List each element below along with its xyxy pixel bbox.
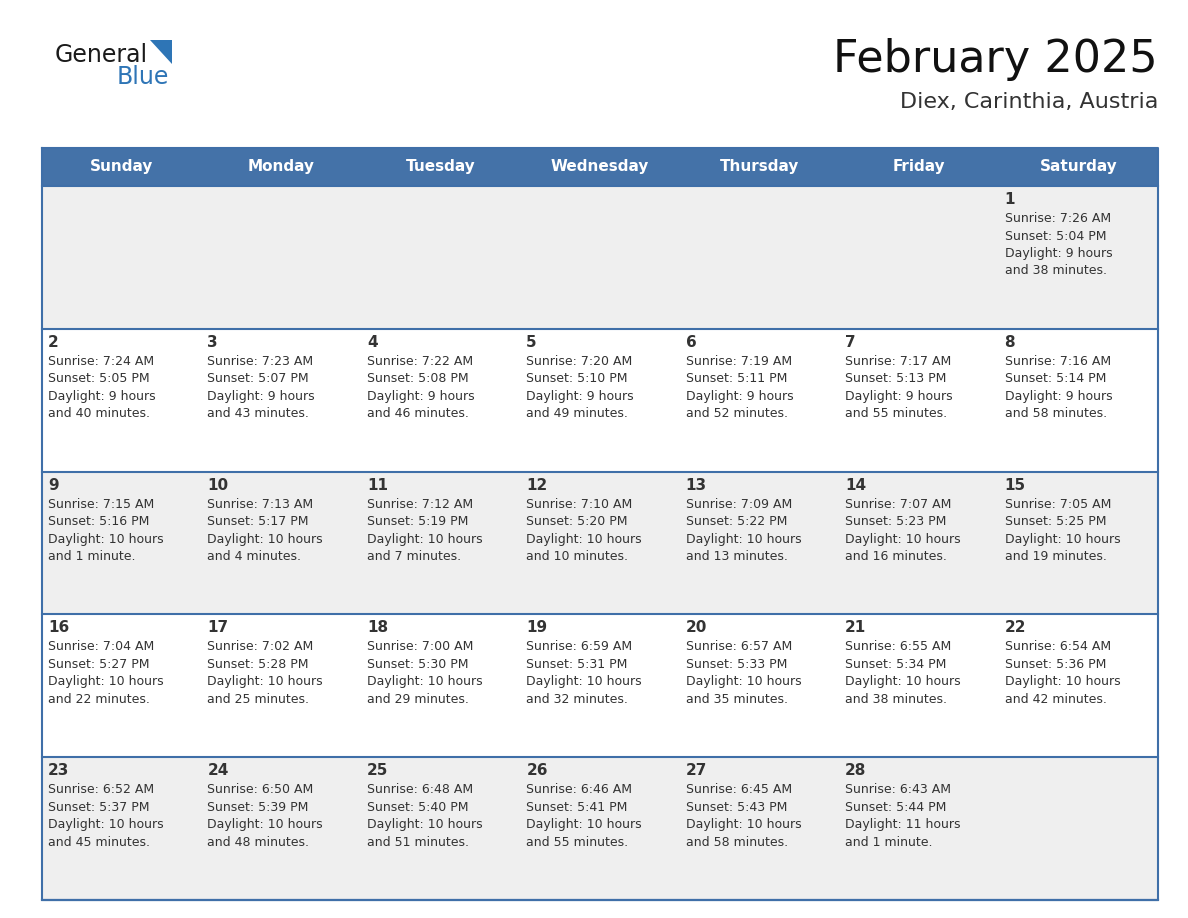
Text: 16: 16 [48,621,69,635]
Text: Wednesday: Wednesday [551,160,649,174]
Text: Sunrise: 7:20 AM
Sunset: 5:10 PM
Daylight: 9 hours
and 49 minutes.: Sunrise: 7:20 AM Sunset: 5:10 PM Dayligh… [526,354,634,420]
Text: Sunrise: 7:07 AM
Sunset: 5:23 PM
Daylight: 10 hours
and 16 minutes.: Sunrise: 7:07 AM Sunset: 5:23 PM Dayligh… [845,498,961,563]
Text: 28: 28 [845,763,866,778]
Bar [42,186,1158,329]
Text: Sunrise: 7:22 AM
Sunset: 5:08 PM
Daylight: 9 hours
and 46 minutes.: Sunrise: 7:22 AM Sunset: 5:08 PM Dayligh… [367,354,474,420]
Text: 23: 23 [48,763,69,778]
Text: Sunrise: 7:05 AM
Sunset: 5:25 PM
Daylight: 10 hours
and 19 minutes.: Sunrise: 7:05 AM Sunset: 5:25 PM Dayligh… [1005,498,1120,563]
Text: Sunrise: 6:50 AM
Sunset: 5:39 PM
Daylight: 10 hours
and 48 minutes.: Sunrise: 6:50 AM Sunset: 5:39 PM Dayligh… [208,783,323,849]
Bar [999,148,1158,186]
Text: Sunrise: 6:55 AM
Sunset: 5:34 PM
Daylight: 10 hours
and 38 minutes.: Sunrise: 6:55 AM Sunset: 5:34 PM Dayligh… [845,641,961,706]
Text: Monday: Monday [247,160,315,174]
Text: Sunrise: 6:46 AM
Sunset: 5:41 PM
Daylight: 10 hours
and 55 minutes.: Sunrise: 6:46 AM Sunset: 5:41 PM Dayligh… [526,783,642,849]
Text: 21: 21 [845,621,866,635]
Text: 25: 25 [367,763,388,778]
Polygon shape [150,40,172,64]
Bar [839,148,999,186]
Text: Tuesday: Tuesday [405,160,475,174]
Text: 2: 2 [48,335,58,350]
Text: 24: 24 [208,763,229,778]
Text: Sunrise: 6:48 AM
Sunset: 5:40 PM
Daylight: 10 hours
and 51 minutes.: Sunrise: 6:48 AM Sunset: 5:40 PM Dayligh… [367,783,482,849]
Text: Sunrise: 7:09 AM
Sunset: 5:22 PM
Daylight: 10 hours
and 13 minutes.: Sunrise: 7:09 AM Sunset: 5:22 PM Dayligh… [685,498,802,563]
Text: 7: 7 [845,335,855,350]
Text: Sunrise: 7:16 AM
Sunset: 5:14 PM
Daylight: 9 hours
and 58 minutes.: Sunrise: 7:16 AM Sunset: 5:14 PM Dayligh… [1005,354,1112,420]
Text: Sunrise: 6:57 AM
Sunset: 5:33 PM
Daylight: 10 hours
and 35 minutes.: Sunrise: 6:57 AM Sunset: 5:33 PM Dayligh… [685,641,802,706]
Text: Sunrise: 6:54 AM
Sunset: 5:36 PM
Daylight: 10 hours
and 42 minutes.: Sunrise: 6:54 AM Sunset: 5:36 PM Dayligh… [1005,641,1120,706]
Text: Sunrise: 7:15 AM
Sunset: 5:16 PM
Daylight: 10 hours
and 1 minute.: Sunrise: 7:15 AM Sunset: 5:16 PM Dayligh… [48,498,164,563]
Text: 15: 15 [1005,477,1025,493]
Text: 3: 3 [208,335,219,350]
Bar [680,148,839,186]
Text: 27: 27 [685,763,707,778]
Text: Sunday: Sunday [90,160,153,174]
Text: Thursday: Thursday [720,160,800,174]
Text: Sunrise: 7:24 AM
Sunset: 5:05 PM
Daylight: 9 hours
and 40 minutes.: Sunrise: 7:24 AM Sunset: 5:05 PM Dayligh… [48,354,156,420]
Text: Sunrise: 6:59 AM
Sunset: 5:31 PM
Daylight: 10 hours
and 32 minutes.: Sunrise: 6:59 AM Sunset: 5:31 PM Dayligh… [526,641,642,706]
Text: Sunrise: 7:04 AM
Sunset: 5:27 PM
Daylight: 10 hours
and 22 minutes.: Sunrise: 7:04 AM Sunset: 5:27 PM Dayligh… [48,641,164,706]
Bar [42,148,202,186]
Text: 11: 11 [367,477,387,493]
Text: 26: 26 [526,763,548,778]
Text: 1: 1 [1005,192,1015,207]
Text: 5: 5 [526,335,537,350]
Bar [361,148,520,186]
Bar [42,757,1158,900]
Text: Sunrise: 7:00 AM
Sunset: 5:30 PM
Daylight: 10 hours
and 29 minutes.: Sunrise: 7:00 AM Sunset: 5:30 PM Dayligh… [367,641,482,706]
Bar [42,614,1158,757]
Text: Sunrise: 7:26 AM
Sunset: 5:04 PM
Daylight: 9 hours
and 38 minutes.: Sunrise: 7:26 AM Sunset: 5:04 PM Dayligh… [1005,212,1112,277]
Bar [520,148,680,186]
Text: General: General [55,43,148,67]
Text: Sunrise: 7:23 AM
Sunset: 5:07 PM
Daylight: 9 hours
and 43 minutes.: Sunrise: 7:23 AM Sunset: 5:07 PM Dayligh… [208,354,315,420]
Text: Sunrise: 7:13 AM
Sunset: 5:17 PM
Daylight: 10 hours
and 4 minutes.: Sunrise: 7:13 AM Sunset: 5:17 PM Dayligh… [208,498,323,563]
Text: 9: 9 [48,477,58,493]
Text: 8: 8 [1005,335,1016,350]
Text: 12: 12 [526,477,548,493]
Bar [42,472,1158,614]
Text: Sunrise: 7:19 AM
Sunset: 5:11 PM
Daylight: 9 hours
and 52 minutes.: Sunrise: 7:19 AM Sunset: 5:11 PM Dayligh… [685,354,794,420]
Text: 10: 10 [208,477,228,493]
Bar [202,148,361,186]
Text: Saturday: Saturday [1040,160,1117,174]
Text: 22: 22 [1005,621,1026,635]
Text: 14: 14 [845,477,866,493]
Text: Sunrise: 7:17 AM
Sunset: 5:13 PM
Daylight: 9 hours
and 55 minutes.: Sunrise: 7:17 AM Sunset: 5:13 PM Dayligh… [845,354,953,420]
Text: 17: 17 [208,621,228,635]
Text: 6: 6 [685,335,696,350]
Text: February 2025: February 2025 [833,38,1158,81]
Text: Sunrise: 6:52 AM
Sunset: 5:37 PM
Daylight: 10 hours
and 45 minutes.: Sunrise: 6:52 AM Sunset: 5:37 PM Dayligh… [48,783,164,849]
Bar [42,329,1158,472]
Text: Sunrise: 6:45 AM
Sunset: 5:43 PM
Daylight: 10 hours
and 58 minutes.: Sunrise: 6:45 AM Sunset: 5:43 PM Dayligh… [685,783,802,849]
Text: Friday: Friday [892,160,946,174]
Text: Sunrise: 7:02 AM
Sunset: 5:28 PM
Daylight: 10 hours
and 25 minutes.: Sunrise: 7:02 AM Sunset: 5:28 PM Dayligh… [208,641,323,706]
Text: 19: 19 [526,621,548,635]
Text: 18: 18 [367,621,388,635]
Text: 20: 20 [685,621,707,635]
Text: Sunrise: 6:43 AM
Sunset: 5:44 PM
Daylight: 11 hours
and 1 minute.: Sunrise: 6:43 AM Sunset: 5:44 PM Dayligh… [845,783,961,849]
Text: 13: 13 [685,477,707,493]
Text: Sunrise: 7:12 AM
Sunset: 5:19 PM
Daylight: 10 hours
and 7 minutes.: Sunrise: 7:12 AM Sunset: 5:19 PM Dayligh… [367,498,482,563]
Text: Diex, Carinthia, Austria: Diex, Carinthia, Austria [899,92,1158,112]
Text: Sunrise: 7:10 AM
Sunset: 5:20 PM
Daylight: 10 hours
and 10 minutes.: Sunrise: 7:10 AM Sunset: 5:20 PM Dayligh… [526,498,642,563]
Text: 4: 4 [367,335,378,350]
Text: Blue: Blue [116,65,170,89]
